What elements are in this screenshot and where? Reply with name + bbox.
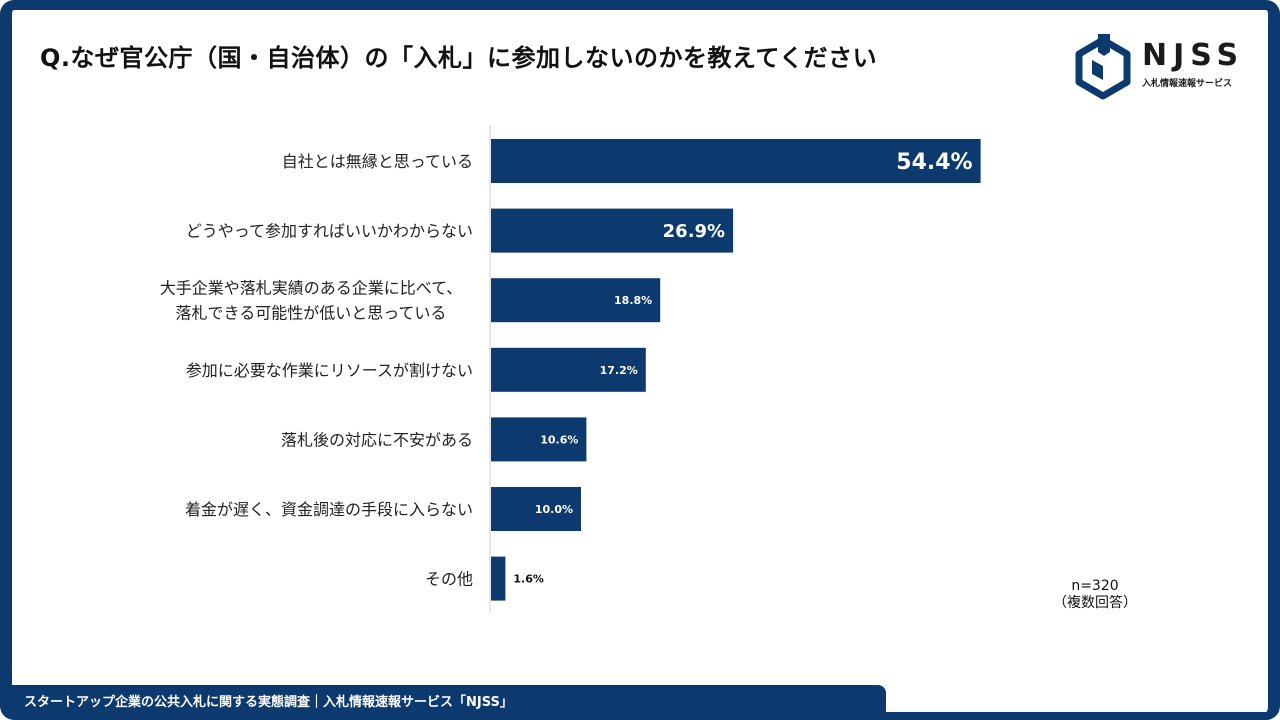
- category-label-4: 落札後の対応に不安がある: [281, 430, 473, 449]
- data-label-1: 26.9%: [663, 221, 725, 242]
- category-label-3: 参加に必要な作業にリソースが割けない: [186, 361, 473, 380]
- category-label-0: 自社とは無縁と思っている: [282, 152, 473, 171]
- sample-note: n=320 （複数回答）: [1040, 578, 1150, 612]
- footer-text: スタートアップ企業の公共入札に関する実態調査｜入札情報速報サービス「NJSS」: [24, 695, 513, 710]
- bar-6: [491, 556, 506, 601]
- bar-2: [491, 278, 661, 323]
- category-label-1: どうやって参加すればいいかわからない: [186, 222, 473, 241]
- njss-logo-icon: [1075, 34, 1131, 100]
- bar-3: [491, 347, 646, 392]
- bar-5: [491, 487, 581, 531]
- logo-wordmark: NJSS: [1142, 38, 1245, 73]
- category-label-5: 着金が遅く、資金調達の手段に入らない: [185, 500, 473, 519]
- bar-4: [491, 417, 587, 462]
- data-label-4: 10.6%: [540, 433, 578, 446]
- data-label-0: 54.4%: [896, 150, 972, 175]
- njss-logo: NJSS 入札情報速報サービス: [1072, 32, 1242, 102]
- bar-1: [491, 208, 734, 253]
- data-label-6: 1.6%: [513, 573, 544, 586]
- logo-subtitle: 入札情報速報サービス: [1142, 79, 1233, 89]
- data-label-5: 10.0%: [535, 503, 573, 516]
- category-label-6: その他: [425, 570, 473, 589]
- data-label-3: 17.2%: [600, 364, 638, 377]
- footer-bar: スタートアップ企業の公共入札に関する実態調査｜入札情報速報サービス「NJSS」: [12, 685, 886, 712]
- category-label-2: 大手企業や落札実績のある企業に比べて、落札できる可能性が低いと思っている: [160, 279, 463, 323]
- multi-answer-note: （複数回答）: [1053, 595, 1137, 611]
- bar-0: [491, 139, 981, 183]
- sample-size: n=320: [1071, 578, 1119, 594]
- chart-title: Q.なぜ官公庁（国・自治体）の「入札」に参加しないのかを教えてください: [40, 44, 878, 72]
- data-label-2: 18.8%: [614, 294, 652, 307]
